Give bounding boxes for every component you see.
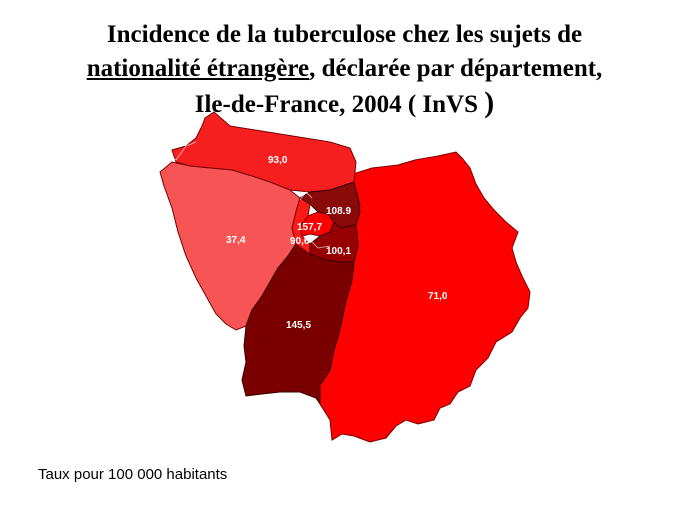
legend-footnote: Taux pour 100 000 habitants — [38, 466, 228, 483]
title-underlined-text: nationalité étrangère — [86, 55, 310, 82]
title-line-1: Incidence de la tuberculose chez les suj… — [106, 21, 583, 48]
map-title: Incidence de la tuberculose chez les suj… — [0, 18, 689, 122]
label-77: 71,0 — [428, 291, 448, 302]
title-closing-paren: ) — [484, 86, 495, 119]
label-94: 100,1 — [326, 246, 351, 257]
department-91 — [241, 243, 355, 406]
title-line-3-text: Ile-de-France, 2004 ( InVS — [194, 91, 485, 118]
label-78: 37,4 — [226, 235, 246, 246]
label-95: 93,0 — [268, 155, 288, 166]
label-92: 90,6 — [290, 236, 310, 247]
title-line-2: nationalité étrangère, déclarée par dépa… — [0, 52, 689, 86]
label-75: 157,7 — [297, 222, 322, 233]
title-line-3: Ile-de-France, 2004 ( InVS ) — [0, 86, 689, 122]
river-line — [159, 141, 331, 249]
department-94 — [309, 221, 359, 263]
label-91: 145,5 — [286, 320, 311, 331]
label-93: 108.9 — [326, 206, 351, 217]
department-95 — [171, 111, 357, 193]
title-line-2-rest: , déclarée par département, — [309, 55, 603, 82]
